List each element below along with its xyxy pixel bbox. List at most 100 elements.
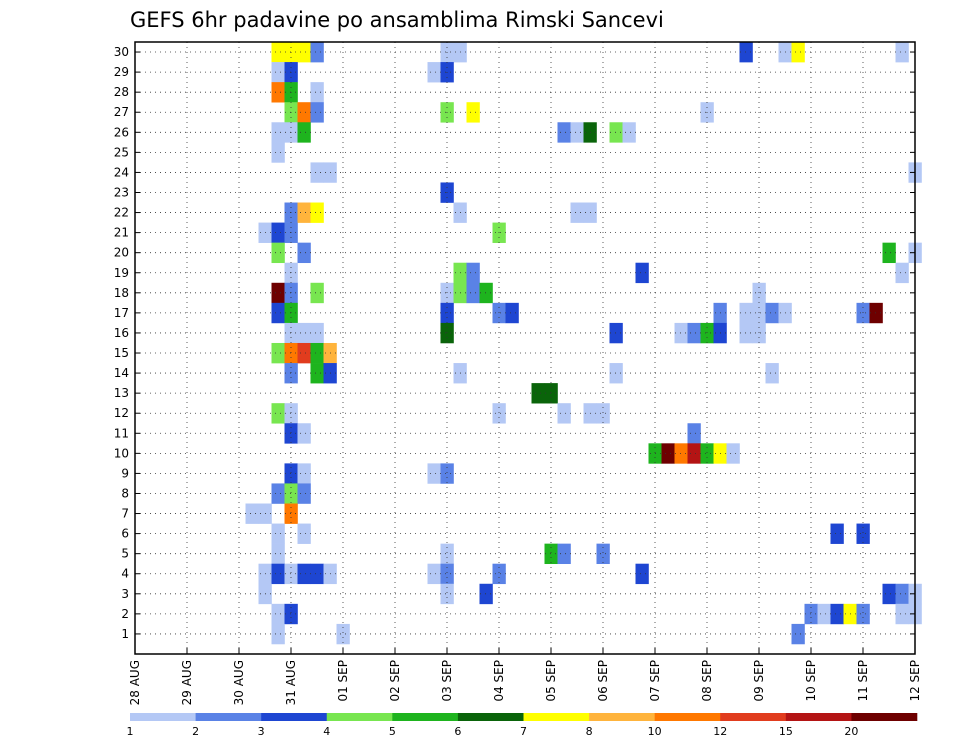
legend-label: 7 <box>520 725 527 738</box>
y-tick-label: 18 <box>114 286 129 300</box>
cell-member-5-step-32 <box>544 543 558 565</box>
y-tick-label: 1 <box>121 627 129 641</box>
cell-member-25-step-11 <box>271 142 285 163</box>
cell-member-29-step-11 <box>271 62 285 83</box>
cell-member-4-step-14 <box>310 563 324 585</box>
cell-member-30-step-14 <box>310 42 324 63</box>
x-tick-label: 30 AUG <box>232 660 246 705</box>
y-tick-label: 24 <box>114 165 129 179</box>
cell-member-5-step-33 <box>557 543 571 565</box>
cell-member-27-step-26 <box>466 102 480 123</box>
cell-member-18-step-11 <box>271 282 285 304</box>
cell-member-6-step-56 <box>856 523 870 544</box>
legend-swatch <box>589 713 655 721</box>
y-tick-label: 30 <box>114 45 129 59</box>
cell-member-14-step-14 <box>310 363 324 384</box>
cell-member-30-step-11 <box>271 42 285 63</box>
cell-member-19-step-26 <box>466 262 480 284</box>
x-tick-label: 06 SEP <box>596 660 610 702</box>
legend: 1 2 3 4 5 6 7 8 10 12 15 20 <box>127 713 918 738</box>
legend-label: 6 <box>454 725 461 738</box>
cell-member-29-step-23 <box>427 62 441 83</box>
cell-member-10-step-41 <box>661 443 675 464</box>
y-tick-label: 28 <box>114 85 129 99</box>
cell-member-16-step-13 <box>297 322 311 344</box>
y-tick-label: 20 <box>114 246 129 260</box>
cell-member-6-step-11 <box>271 523 285 544</box>
legend-swatch <box>785 713 852 721</box>
x-tick-label: 28 AUG <box>128 660 142 705</box>
legend-label: 3 <box>258 725 265 738</box>
cell-member-8-step-12 <box>284 483 298 504</box>
legend-swatch <box>457 713 524 721</box>
cell-member-27-step-14 <box>310 102 324 123</box>
x-tick-label: 07 SEP <box>648 660 662 702</box>
cell-member-16-step-47 <box>739 322 753 344</box>
cell-member-2-step-59 <box>895 603 909 625</box>
y-tick-label: 8 <box>121 486 129 500</box>
y-tick-label: 5 <box>121 547 129 561</box>
cell-member-26-step-38 <box>622 122 636 143</box>
cell-member-2-step-12 <box>284 603 298 625</box>
cell-member-26-step-33 <box>557 122 571 143</box>
cell-member-30-step-51 <box>791 42 805 63</box>
x-tick-label: 11 SEP <box>856 660 870 702</box>
cell-member-18-step-14 <box>310 282 324 304</box>
y-tick-label: 29 <box>114 65 129 79</box>
x-tick-label: 10 SEP <box>804 660 818 702</box>
cell-member-4-step-23 <box>427 563 441 585</box>
y-tick-label: 14 <box>114 366 129 380</box>
cell-member-2-step-53 <box>817 603 831 625</box>
x-tick-label: 29 AUG <box>180 660 194 705</box>
legend-swatch <box>851 713 918 721</box>
cell-member-4-step-24 <box>440 563 454 585</box>
cell-member-30-step-13 <box>297 42 311 63</box>
cell-member-14-step-12 <box>284 363 298 384</box>
cell-member-8-step-11 <box>271 483 285 504</box>
cell-member-20-step-13 <box>297 242 311 264</box>
y-tick-label: 2 <box>121 607 129 621</box>
cell-member-11-step-43 <box>687 423 701 444</box>
cells-layer <box>245 42 922 645</box>
y-tick-label: 19 <box>114 266 129 280</box>
cell-member-22-step-13 <box>297 202 311 223</box>
legend-label: 4 <box>323 725 330 738</box>
cell-member-4-step-11 <box>271 563 285 585</box>
y-tick-label: 3 <box>121 587 129 601</box>
cell-member-11-step-13 <box>297 423 311 444</box>
y-tick-label: 9 <box>121 466 129 480</box>
cell-member-28-step-11 <box>271 82 285 103</box>
legend-swatch <box>720 713 787 721</box>
x-tick-label: 31 AUG <box>284 660 298 705</box>
x-axis: 28 AUG 29 AUG 30 AUG 31 AUG 01 SEP 02 SEP 03 S… <box>128 648 922 705</box>
cell-member-12-step-28 <box>492 403 506 424</box>
cell-member-15-step-12 <box>284 342 298 364</box>
y-tick-label: 12 <box>114 406 129 420</box>
cell-member-30-step-47 <box>739 42 753 63</box>
cell-member-15-step-14 <box>310 342 324 364</box>
cell-member-15-step-13 <box>297 342 311 364</box>
legend-label: 12 <box>713 725 727 738</box>
cell-member-11-step-12 <box>284 423 298 444</box>
cell-member-15-step-11 <box>271 342 285 364</box>
cell-member-4-step-12 <box>284 563 298 585</box>
cell-member-4-step-39 <box>635 563 649 585</box>
x-tick-label: 05 SEP <box>544 660 558 702</box>
cell-member-26-step-13 <box>297 122 311 143</box>
legend-label: 15 <box>779 725 793 738</box>
y-tick-label: 15 <box>114 346 129 360</box>
legend-label: 20 <box>844 725 858 738</box>
cell-member-5-step-36 <box>596 543 610 565</box>
cell-member-2-step-56 <box>856 603 870 625</box>
cell-member-12-step-12 <box>284 403 298 424</box>
chart-title: GEFS 6hr padavine po ansamblima Rimski S… <box>130 8 664 32</box>
cell-member-16-step-12 <box>284 322 298 344</box>
cell-member-2-step-54 <box>830 603 844 625</box>
cell-member-3-step-59 <box>895 583 909 605</box>
legend-swatch <box>392 713 459 721</box>
cell-member-17-step-11 <box>271 302 285 324</box>
cell-member-26-step-11 <box>271 122 285 143</box>
cell-member-17-step-12 <box>284 302 298 324</box>
legend-label: 1 <box>127 725 134 738</box>
